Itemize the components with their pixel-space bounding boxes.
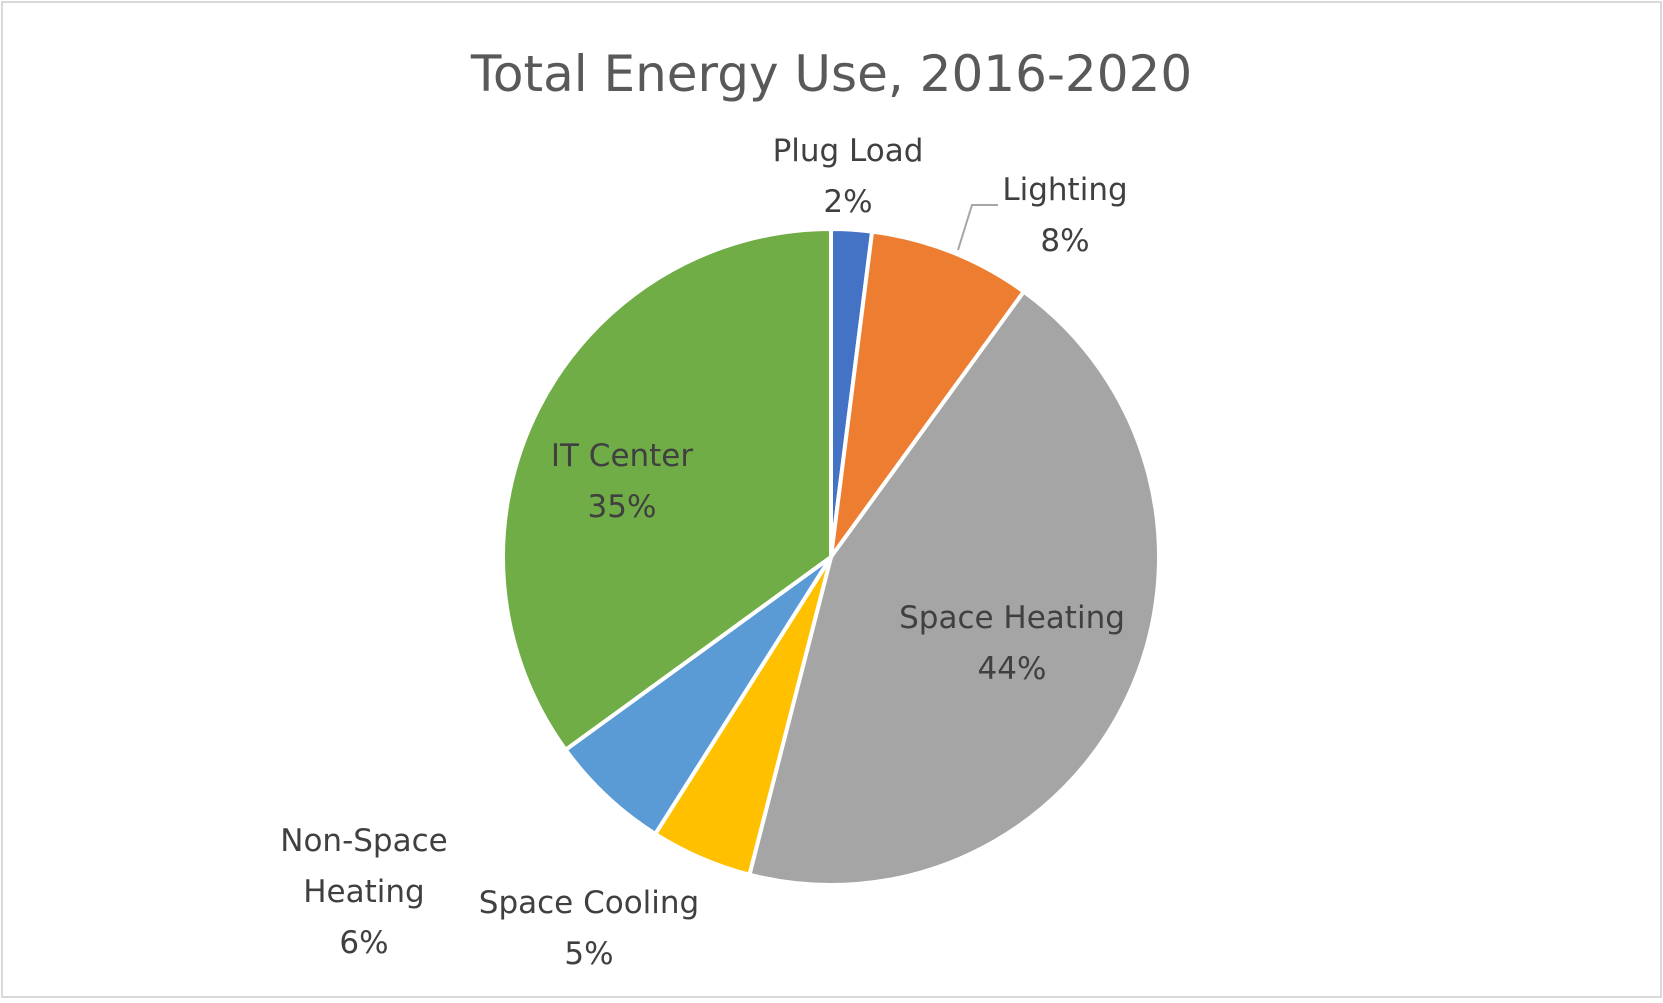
slice-percent: 44% [977, 651, 1047, 687]
data-label: Non-Space Heating 6% [264, 816, 464, 969]
slice-percent: 8% [1040, 223, 1090, 259]
slice-name: Non-Space Heating [280, 823, 448, 910]
data-label: Lighting 8% [955, 165, 1175, 267]
slice-name: IT Center [550, 438, 694, 474]
pie-slice [501, 227, 833, 752]
slice-percent: 2% [823, 184, 873, 220]
leader-line [957, 204, 998, 251]
slice-name: Lighting [1002, 172, 1128, 208]
slice-name: Plug Load [772, 133, 924, 169]
pie-slice [747, 289, 1161, 887]
pie-slice [829, 229, 1026, 559]
chart-title: Total Energy Use, 2016-2020 [470, 45, 1193, 103]
pie-slice [563, 555, 833, 836]
slice-percent: 5% [564, 936, 614, 972]
data-label: Space Cooling 5% [439, 878, 739, 980]
slice-name: Space Cooling [478, 885, 700, 921]
slice-name: Space Heating [899, 600, 1125, 636]
data-label: Space Heating 44% [862, 593, 1162, 695]
slice-percent: 6% [339, 925, 389, 961]
slice-percent: 35% [587, 489, 657, 525]
data-label: IT Center 35% [502, 431, 742, 533]
data-label: Plug Load 2% [718, 126, 978, 228]
